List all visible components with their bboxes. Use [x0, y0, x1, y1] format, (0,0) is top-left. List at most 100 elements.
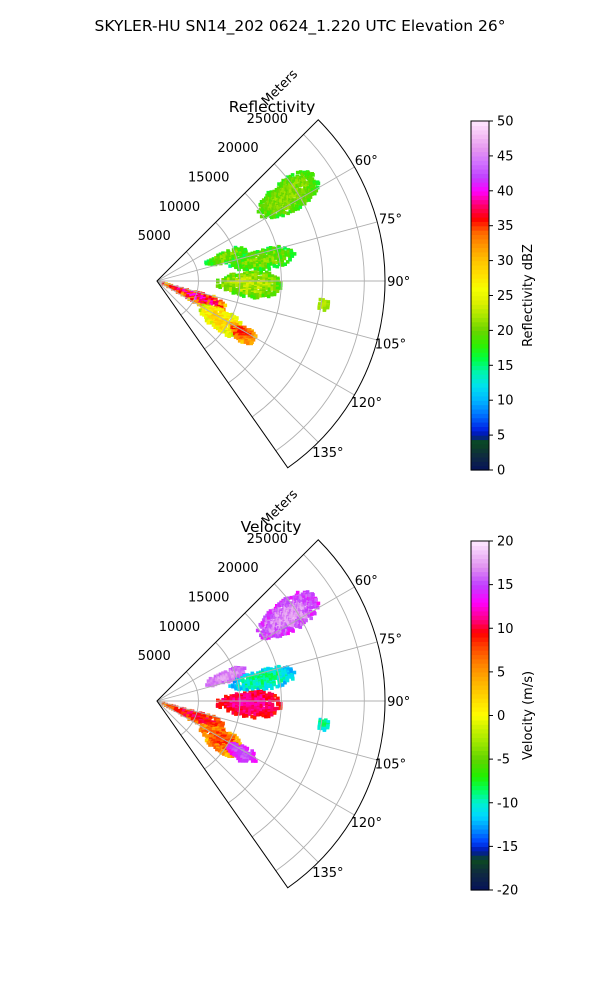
echo-cell [256, 691, 261, 695]
echo-cell [216, 698, 220, 703]
echo-cell [322, 728, 327, 732]
echo-cell [192, 292, 197, 297]
range-tick-label: 10000 [159, 620, 200, 635]
colorbar-band [471, 151, 489, 157]
colorbar-band [471, 658, 489, 664]
echo-region [229, 321, 258, 346]
colorbar-band [471, 850, 489, 856]
echo-cell [241, 261, 246, 266]
echo-cell [240, 667, 244, 672]
colorbar-tick-label: 0 [497, 464, 505, 479]
echo-cell [277, 212, 282, 217]
echo-cell [229, 707, 233, 711]
colorbar-band [471, 789, 489, 795]
colorbar-band [471, 632, 489, 638]
echo-cell [290, 254, 295, 258]
colorbar-band [471, 160, 489, 166]
colorbar-band [471, 667, 489, 673]
echo-cell [242, 291, 247, 295]
echo-cell [313, 611, 317, 616]
colorbar-band [471, 216, 489, 222]
echo-cell [202, 733, 206, 737]
echo-cell [277, 620, 281, 625]
echo-cell [206, 714, 210, 719]
echo-cell [253, 264, 257, 268]
echo-cell [272, 711, 277, 715]
echo-cell [278, 706, 283, 710]
echo-cell [273, 200, 277, 204]
colorbar-band [471, 234, 489, 240]
colorbar-band [471, 408, 489, 414]
echo-cell [257, 675, 261, 680]
echo-cell [245, 271, 250, 275]
echo-cell [232, 284, 236, 288]
echo-cell [220, 676, 224, 681]
echo-cell [259, 705, 264, 709]
echo-cell [201, 303, 206, 308]
echo-cell [310, 181, 314, 185]
colorbar: 0 5 10 15 20 25 30 35 40 45 50 Reflectivity dBZ [470, 115, 536, 479]
echo-cell [280, 616, 285, 620]
echo-cell [309, 605, 313, 610]
echo-cell [227, 754, 231, 758]
colorbar-band [471, 807, 489, 813]
echo-cell [279, 629, 283, 634]
colorbar-band [471, 330, 489, 336]
echo-cell [281, 672, 286, 677]
colorbar-band [471, 754, 489, 760]
colorbar-band [471, 356, 489, 362]
colorbar-band [471, 430, 489, 436]
echo-cell [303, 176, 307, 180]
range-tick-label: 25000 [247, 112, 288, 127]
echo-cell [278, 634, 283, 638]
echo-cell [266, 294, 271, 299]
echo-cell [221, 283, 225, 288]
echo-cell [251, 702, 256, 706]
echo-cell [272, 682, 276, 687]
echo-cell [248, 283, 253, 288]
echo-cell [282, 210, 287, 215]
azimuth-spoke [156, 280, 378, 341]
colorbar-band [471, 663, 489, 669]
echo-cell [266, 714, 271, 719]
echo-cell [271, 627, 275, 631]
echo-region [161, 701, 226, 733]
echo-cell [267, 287, 272, 291]
echo-cell [200, 294, 205, 299]
colorbar-band [471, 859, 489, 865]
colorbar-band [471, 347, 489, 353]
colorbar-band [471, 719, 489, 725]
azimuth-tick-label: 90° [387, 695, 410, 710]
echo-cell [236, 326, 240, 331]
echo-cell [273, 278, 277, 282]
echo-cell [240, 701, 245, 706]
echo-cell [226, 274, 231, 279]
colorbar-band [471, 872, 489, 878]
echo-cell [248, 695, 253, 699]
colorbar-band [471, 273, 489, 279]
echo-cell [310, 612, 314, 616]
echo-cell [243, 340, 248, 344]
echo-cell [236, 252, 240, 257]
colorbar-band [471, 776, 489, 782]
colorbar-band [471, 680, 489, 686]
echo-cell [261, 668, 265, 672]
echo-cell [310, 188, 315, 192]
echo-cell [220, 745, 224, 749]
echo-cell [294, 188, 299, 192]
echo-cell [278, 702, 283, 706]
echo-cell [270, 277, 275, 281]
echo-cells [161, 590, 331, 763]
echo-cell [274, 260, 279, 265]
echo-cell [228, 731, 232, 736]
echo-cell [211, 683, 215, 688]
echo-cell [229, 282, 234, 287]
colorbar-tick-label: 10 [497, 622, 514, 637]
colorbar-band [471, 256, 489, 262]
echo-cell [208, 676, 213, 681]
echo-cell [282, 600, 286, 604]
colorbar-band [471, 199, 489, 205]
echo-cell [194, 720, 199, 725]
echo-cell [210, 320, 214, 325]
echo-cell [267, 291, 271, 296]
